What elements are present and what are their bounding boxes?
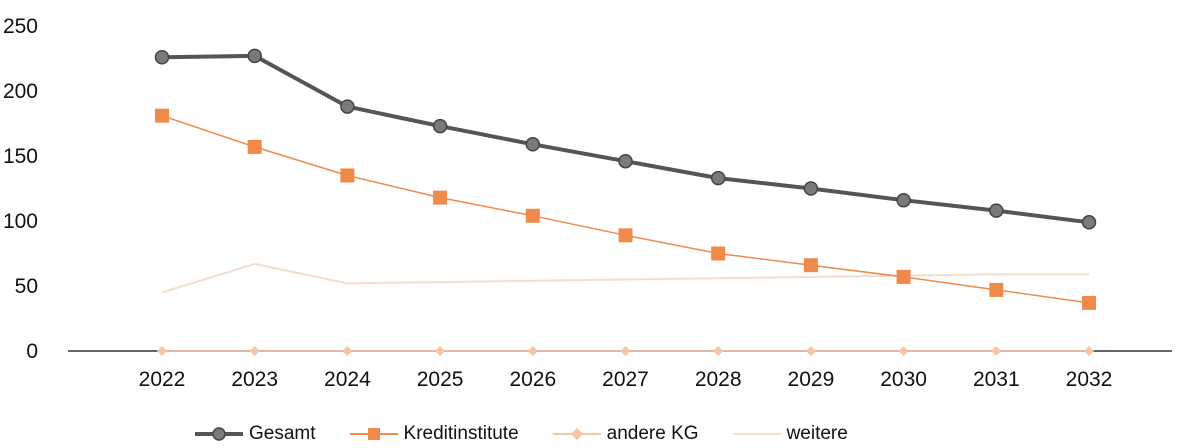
data-point <box>1081 215 1097 230</box>
data-point <box>157 346 167 356</box>
data-point <box>433 190 448 205</box>
x-tick-label: 2022 <box>139 368 186 391</box>
data-point <box>1082 295 1096 310</box>
data-point <box>713 346 724 356</box>
data-point <box>527 346 538 356</box>
data-point <box>249 346 260 356</box>
data-point <box>432 118 448 134</box>
legend-item-gesamt: Gesamt <box>195 423 316 445</box>
data-point <box>155 108 169 123</box>
series-kreditinstitute <box>155 108 1096 310</box>
data-point <box>711 246 726 261</box>
data-point <box>247 48 262 64</box>
x-tick-label: 2029 <box>788 368 835 391</box>
x-tick-label: 2026 <box>509 368 556 391</box>
data-point <box>710 170 726 186</box>
data-point <box>525 208 540 223</box>
x-axis-ticks: 2022 2023 2024 2025 2026 2027 2028 2029 2030 2031… <box>139 368 1113 391</box>
data-point <box>896 192 911 208</box>
series-group <box>154 48 1097 356</box>
data-point <box>898 346 909 356</box>
data-point <box>803 181 819 196</box>
y-tick-label: 100 <box>3 210 38 233</box>
x-tick-label: 2030 <box>880 368 927 391</box>
legend-swatch-kreditinstitute-icon <box>349 426 398 442</box>
legend-swatch-gesamt-icon <box>195 426 243 442</box>
legend-item-weitere: weitere <box>732 423 848 445</box>
x-tick-label: 2023 <box>231 368 278 391</box>
data-point <box>618 228 633 243</box>
data-point <box>989 282 1004 297</box>
series-gesamt <box>154 48 1097 230</box>
x-tick-label: 2025 <box>417 368 464 391</box>
x-tick-label: 2031 <box>973 368 1020 391</box>
x-tick-label: 2032 <box>1066 368 1113 391</box>
legend-swatch-weitere-icon <box>732 426 781 442</box>
series-andere-kg <box>157 346 1094 356</box>
data-point <box>247 139 262 154</box>
data-point <box>342 346 353 356</box>
x-tick-label: 2028 <box>695 368 742 391</box>
data-point <box>618 153 633 169</box>
series-weitere <box>161 262 1089 294</box>
legend-swatch-andere-kg-icon <box>552 426 601 442</box>
legend-label-andere-kg: andere KG <box>606 423 699 444</box>
y-tick-label: 150 <box>3 145 38 168</box>
legend-label-gesamt: Gesamt <box>249 423 316 444</box>
data-point <box>340 99 355 114</box>
data-point <box>435 346 446 356</box>
series-line <box>161 262 1089 294</box>
y-axis-ticks: 0 50 100 150 200 250 <box>3 15 38 363</box>
legend-label-weitere: weitere <box>786 423 848 444</box>
x-tick-label: 2024 <box>324 368 371 391</box>
data-point <box>1084 346 1094 356</box>
data-point <box>154 49 170 65</box>
y-tick-label: 250 <box>3 15 38 38</box>
legend: Gesamt Kreditinstitute andere KG <box>195 422 848 446</box>
data-point <box>989 203 1004 218</box>
legend-label-kreditinstitute: Kreditinstitute <box>403 423 519 444</box>
legend-item-kreditinstitute: Kreditinstitute <box>349 423 519 445</box>
data-point <box>896 269 911 284</box>
series-line <box>161 53 1090 225</box>
data-point <box>805 346 816 356</box>
x-tick-label: 2027 <box>602 368 649 391</box>
data-point <box>991 346 1002 356</box>
y-tick-label: 50 <box>15 275 38 298</box>
data-point <box>525 137 541 152</box>
data-point <box>620 346 631 356</box>
data-point <box>803 258 818 273</box>
y-tick-label: 200 <box>3 80 38 103</box>
y-tick-label: 0 <box>26 340 38 363</box>
legend-item-andere-kg: andere KG <box>552 423 699 445</box>
data-point <box>340 168 355 183</box>
